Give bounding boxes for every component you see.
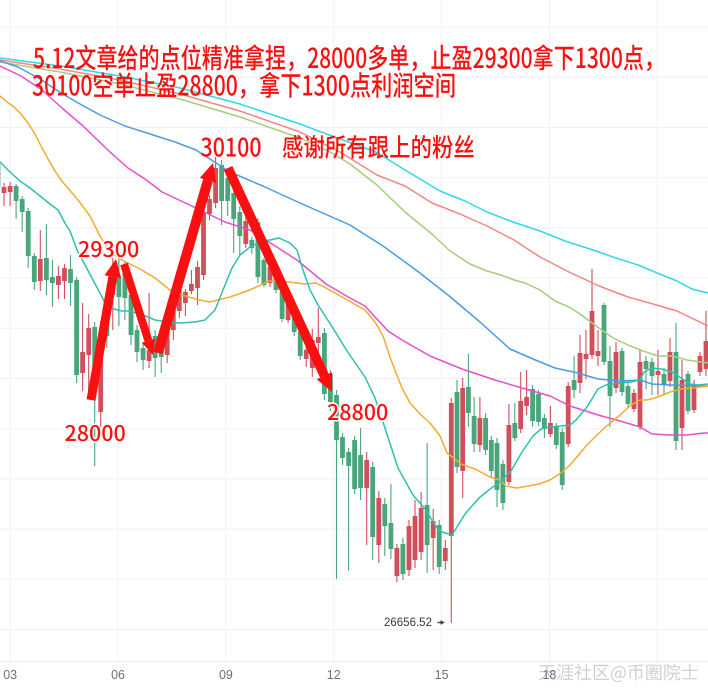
svg-text:09: 09 [219, 668, 233, 682]
svg-text:26656.52: 26656.52 [384, 617, 432, 629]
svg-text:03: 03 [3, 668, 17, 682]
svg-text:15: 15 [435, 668, 449, 682]
svg-text:06: 06 [111, 668, 125, 682]
svg-text:18: 18 [542, 668, 556, 682]
svg-text:12: 12 [327, 668, 341, 682]
